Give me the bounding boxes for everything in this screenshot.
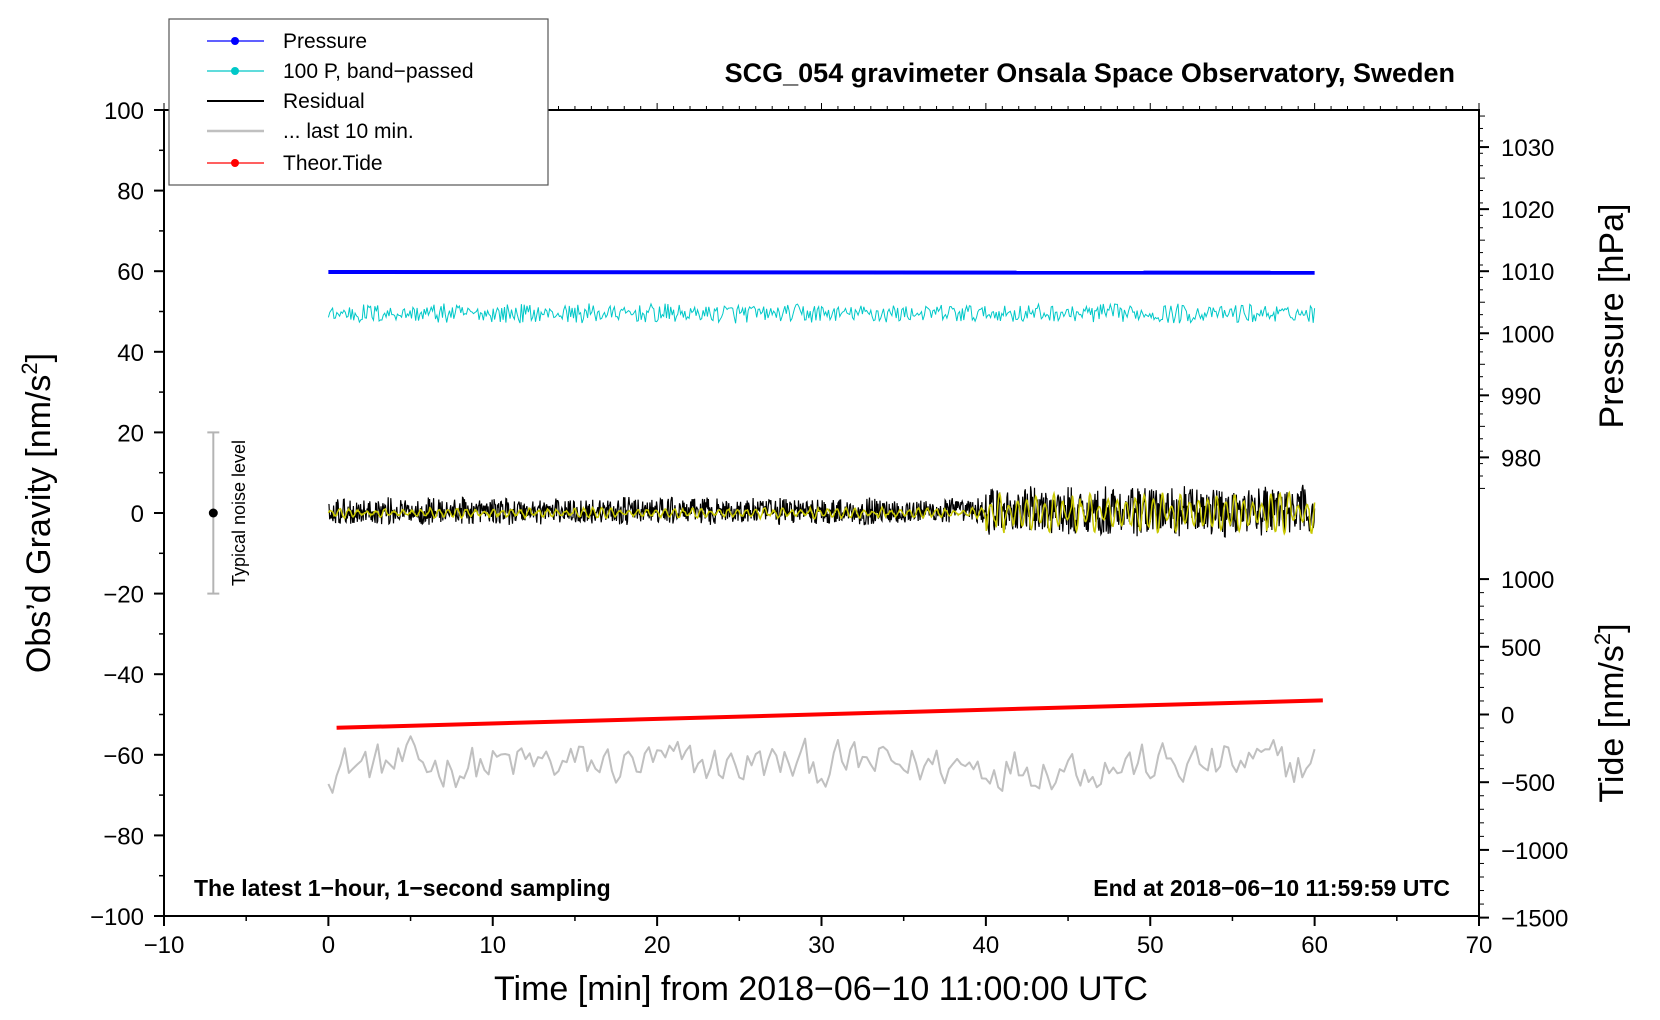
noise-traces bbox=[327, 302, 1316, 794]
end-time-annotation: End at 2018−06−10 11:59:59 UTC bbox=[1093, 875, 1450, 901]
y-tick-label: −20 bbox=[103, 582, 144, 609]
noise-bar-point bbox=[208, 508, 218, 518]
x-tick-label: 50 bbox=[1137, 932, 1164, 959]
pressure-tick-label: 1020 bbox=[1501, 197, 1554, 224]
series-theor-tide bbox=[336, 698, 1323, 730]
tide-tick-label: −1500 bbox=[1501, 906, 1568, 933]
y-tick-label: 100 bbox=[104, 98, 144, 125]
tide-tick-label: −500 bbox=[1501, 770, 1555, 797]
x-tick-label: 0 bbox=[322, 932, 335, 959]
axis-tick-labels: −10 0 10 20 30 40 50 60 70−100−80−60−40−20020406… bbox=[90, 98, 1568, 959]
x-tick-label: 20 bbox=[644, 932, 671, 959]
legend-label-bandpassed: 100 P, band−passed bbox=[283, 60, 474, 83]
pressure-tick-label: 1010 bbox=[1501, 259, 1554, 286]
tide-tick-label: 500 bbox=[1501, 635, 1541, 662]
y-tick-label: 0 bbox=[131, 501, 144, 528]
y-tick-label: 40 bbox=[117, 340, 144, 367]
tide-axis-title-end: ] bbox=[1593, 623, 1631, 632]
legend: Pressure 100 P, band−passed Residual ...… bbox=[168, 18, 549, 186]
sampling-annotation: The latest 1−hour, 1−second sampling bbox=[194, 875, 611, 901]
y-tick-label: 80 bbox=[117, 179, 144, 206]
x-tick-label: 40 bbox=[973, 932, 1000, 959]
y-tick-label: −60 bbox=[103, 743, 144, 770]
x-tick-label: −10 bbox=[144, 932, 185, 959]
noise-level-bar bbox=[207, 431, 220, 595]
tide-tick-label: −1000 bbox=[1501, 838, 1568, 865]
series-band-passed-pressure bbox=[327, 302, 1316, 324]
pressure-tick-label: 1000 bbox=[1501, 321, 1554, 348]
y-tick-label: 60 bbox=[117, 259, 144, 286]
tide-tick-label: 0 bbox=[1501, 703, 1514, 730]
y-tick-label: −80 bbox=[103, 823, 144, 850]
x-tick-label: 30 bbox=[808, 932, 835, 959]
legend-label-pressure: Pressure bbox=[283, 30, 367, 53]
series-pressure bbox=[328, 270, 1315, 275]
tide-axis-title: Tide [nm/s2] bbox=[1590, 623, 1631, 802]
x-axis-title: Time [min] from 2018−06−10 11:00:00 UTC bbox=[494, 970, 1148, 1008]
series-last-10-min bbox=[327, 735, 1316, 794]
noise-level-label: Typical noise level bbox=[229, 440, 249, 586]
y-axis-title-main: Obs’d Gravity [nm/s bbox=[20, 375, 58, 674]
tide-axis-title-main: Tide [nm/s bbox=[1593, 645, 1631, 802]
tide-tick-label: 1000 bbox=[1501, 567, 1554, 594]
y-axis-title: Obs’d Gravity [nm/s2] bbox=[17, 353, 58, 673]
axis-ticks bbox=[154, 103, 1489, 926]
pressure-axis-title: Pressure [hPa] bbox=[1593, 204, 1631, 429]
legend-marker-pressure bbox=[231, 37, 239, 45]
y-axis-title-sup: 2 bbox=[17, 362, 42, 374]
trend-lines bbox=[328, 270, 1323, 730]
y-tick-label: −40 bbox=[103, 662, 144, 689]
x-tick-label: 60 bbox=[1301, 932, 1328, 959]
legend-label-last10: ... last 10 min. bbox=[283, 120, 414, 143]
pressure-tick-label: 990 bbox=[1501, 383, 1541, 410]
chart-title: SCG_054 gravimeter Onsala Space Observat… bbox=[725, 58, 1455, 88]
legend-marker-bandpassed bbox=[231, 67, 239, 75]
series-band-passed-residual bbox=[327, 490, 1316, 536]
x-tick-label: 70 bbox=[1466, 932, 1493, 959]
y-axis-title-end: ] bbox=[20, 353, 58, 362]
tide-axis-title-sup: 2 bbox=[1590, 633, 1615, 645]
pressure-tick-label: 1030 bbox=[1501, 135, 1554, 162]
legend-label-tide: Theor.Tide bbox=[283, 152, 383, 175]
legend-marker-tide bbox=[231, 159, 239, 167]
x-tick-label: 10 bbox=[479, 932, 506, 959]
y-tick-label: 20 bbox=[117, 420, 144, 447]
pressure-tick-label: 980 bbox=[1501, 445, 1541, 472]
legend-label-residual: Residual bbox=[283, 90, 365, 113]
y-tick-label: −100 bbox=[90, 904, 144, 931]
